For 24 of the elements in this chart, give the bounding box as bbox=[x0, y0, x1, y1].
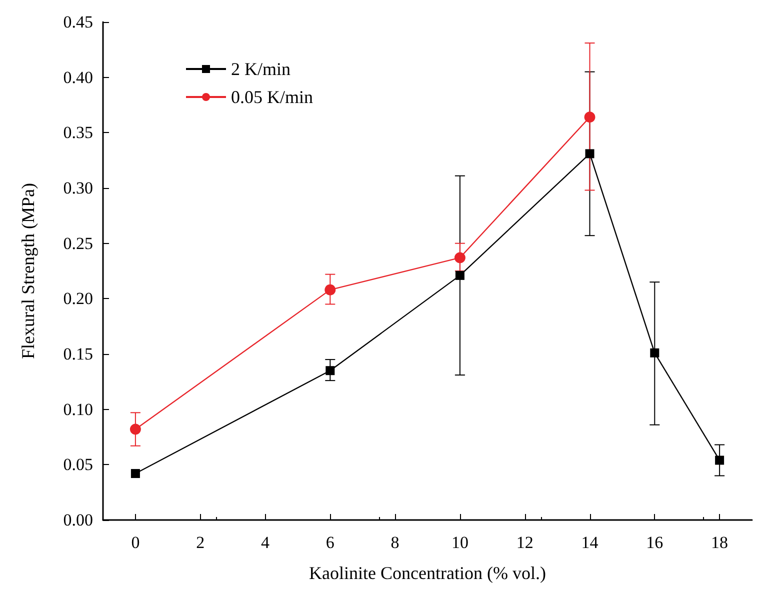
x-tick-label: 10 bbox=[451, 533, 468, 552]
y-tick-label: 0.35 bbox=[63, 123, 93, 142]
x-tick-label: 14 bbox=[581, 533, 599, 552]
y-tick-label: 0.15 bbox=[63, 344, 93, 364]
y-tick-label: 0.10 bbox=[63, 400, 93, 419]
legend-label: 0.05 K/min bbox=[231, 87, 314, 107]
x-tick-label: 18 bbox=[711, 533, 728, 552]
x-tick-label: 8 bbox=[390, 533, 400, 552]
x-tick-label: 0 bbox=[131, 533, 140, 552]
legend-label: 2 K/min bbox=[231, 59, 291, 79]
y-tick-label: 0.45 bbox=[63, 12, 93, 32]
x-tick-label: 16 bbox=[646, 533, 664, 552]
x-tick-label: 2 bbox=[196, 533, 205, 552]
y-tick-label: 0.25 bbox=[63, 234, 93, 253]
y-tick-label: 0.00 bbox=[63, 510, 93, 530]
y-tick-label: 0.40 bbox=[63, 68, 93, 87]
x-axis-title: Kaolinite Concentration (% vol.) bbox=[309, 563, 546, 583]
x-tick-label: 6 bbox=[326, 533, 334, 552]
y-tick-label: 0.20 bbox=[63, 289, 93, 308]
x-tick-label: 12 bbox=[516, 533, 534, 552]
y-tick-label: 0.30 bbox=[63, 178, 93, 198]
y-axis-title: Flexural Strength (MPa) bbox=[18, 183, 38, 359]
x-tick-label: 4 bbox=[261, 533, 270, 552]
y-tick-label: 0.05 bbox=[63, 455, 93, 474]
